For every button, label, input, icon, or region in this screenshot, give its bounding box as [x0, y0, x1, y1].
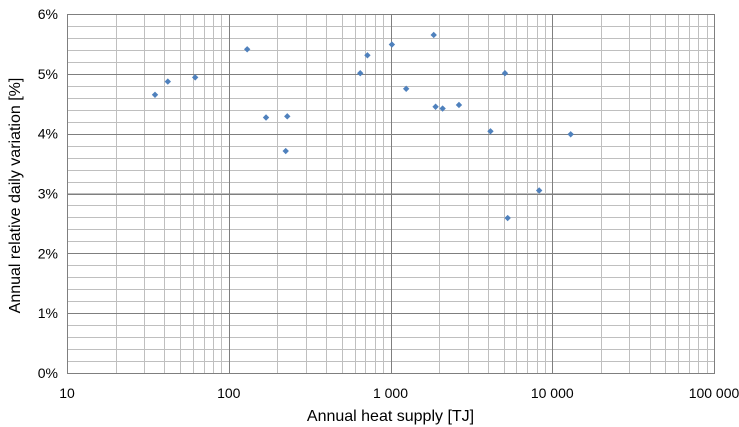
- data-point: [567, 131, 574, 138]
- data-point: [432, 103, 439, 110]
- data-point: [487, 128, 494, 135]
- data-point: [504, 214, 511, 222]
- y-axis-tick-labels: 0% 1% 2% 3% 4% 5% 6%: [38, 6, 58, 381]
- data-point: [535, 187, 543, 194]
- y-tick-label: 0%: [38, 365, 58, 381]
- data-point: [364, 52, 371, 59]
- data-point: [357, 70, 364, 77]
- data-point: [151, 91, 159, 98]
- y-tick-label: 6%: [38, 6, 58, 22]
- y-axis-title: Annual relative daily variation [%]: [7, 78, 24, 314]
- y-tick-label: 1%: [38, 305, 58, 321]
- data-point: [164, 78, 172, 85]
- y-tick-label: 5%: [38, 66, 58, 82]
- data-point: [439, 105, 446, 112]
- y-tick-label: 4%: [38, 126, 58, 142]
- x-tick-label: 10: [59, 385, 75, 401]
- data-point: [455, 101, 463, 109]
- data-point: [191, 74, 199, 81]
- data-point: [501, 70, 509, 77]
- y-tick-label: 2%: [38, 245, 58, 261]
- data-point: [243, 46, 251, 53]
- data-point: [388, 41, 396, 48]
- data-point: [282, 147, 289, 155]
- x-tick-label: 1 000: [373, 385, 408, 401]
- data-point: [402, 85, 410, 92]
- plot-area-frame: [67, 14, 715, 374]
- x-axis-title: Annual heat supply [TJ]: [307, 408, 474, 425]
- x-tick-label: 10 000: [531, 385, 574, 401]
- x-axis-tick-labels: 10 100 1 000 10 000 100 000: [59, 385, 739, 401]
- data-point: [262, 114, 270, 121]
- data-points: [151, 31, 574, 222]
- data-point: [284, 113, 291, 120]
- y-tick-label: 3%: [38, 186, 58, 202]
- x-tick-label: 100: [217, 385, 241, 401]
- x-tick-label: 100 000: [689, 385, 739, 401]
- data-point: [430, 31, 437, 39]
